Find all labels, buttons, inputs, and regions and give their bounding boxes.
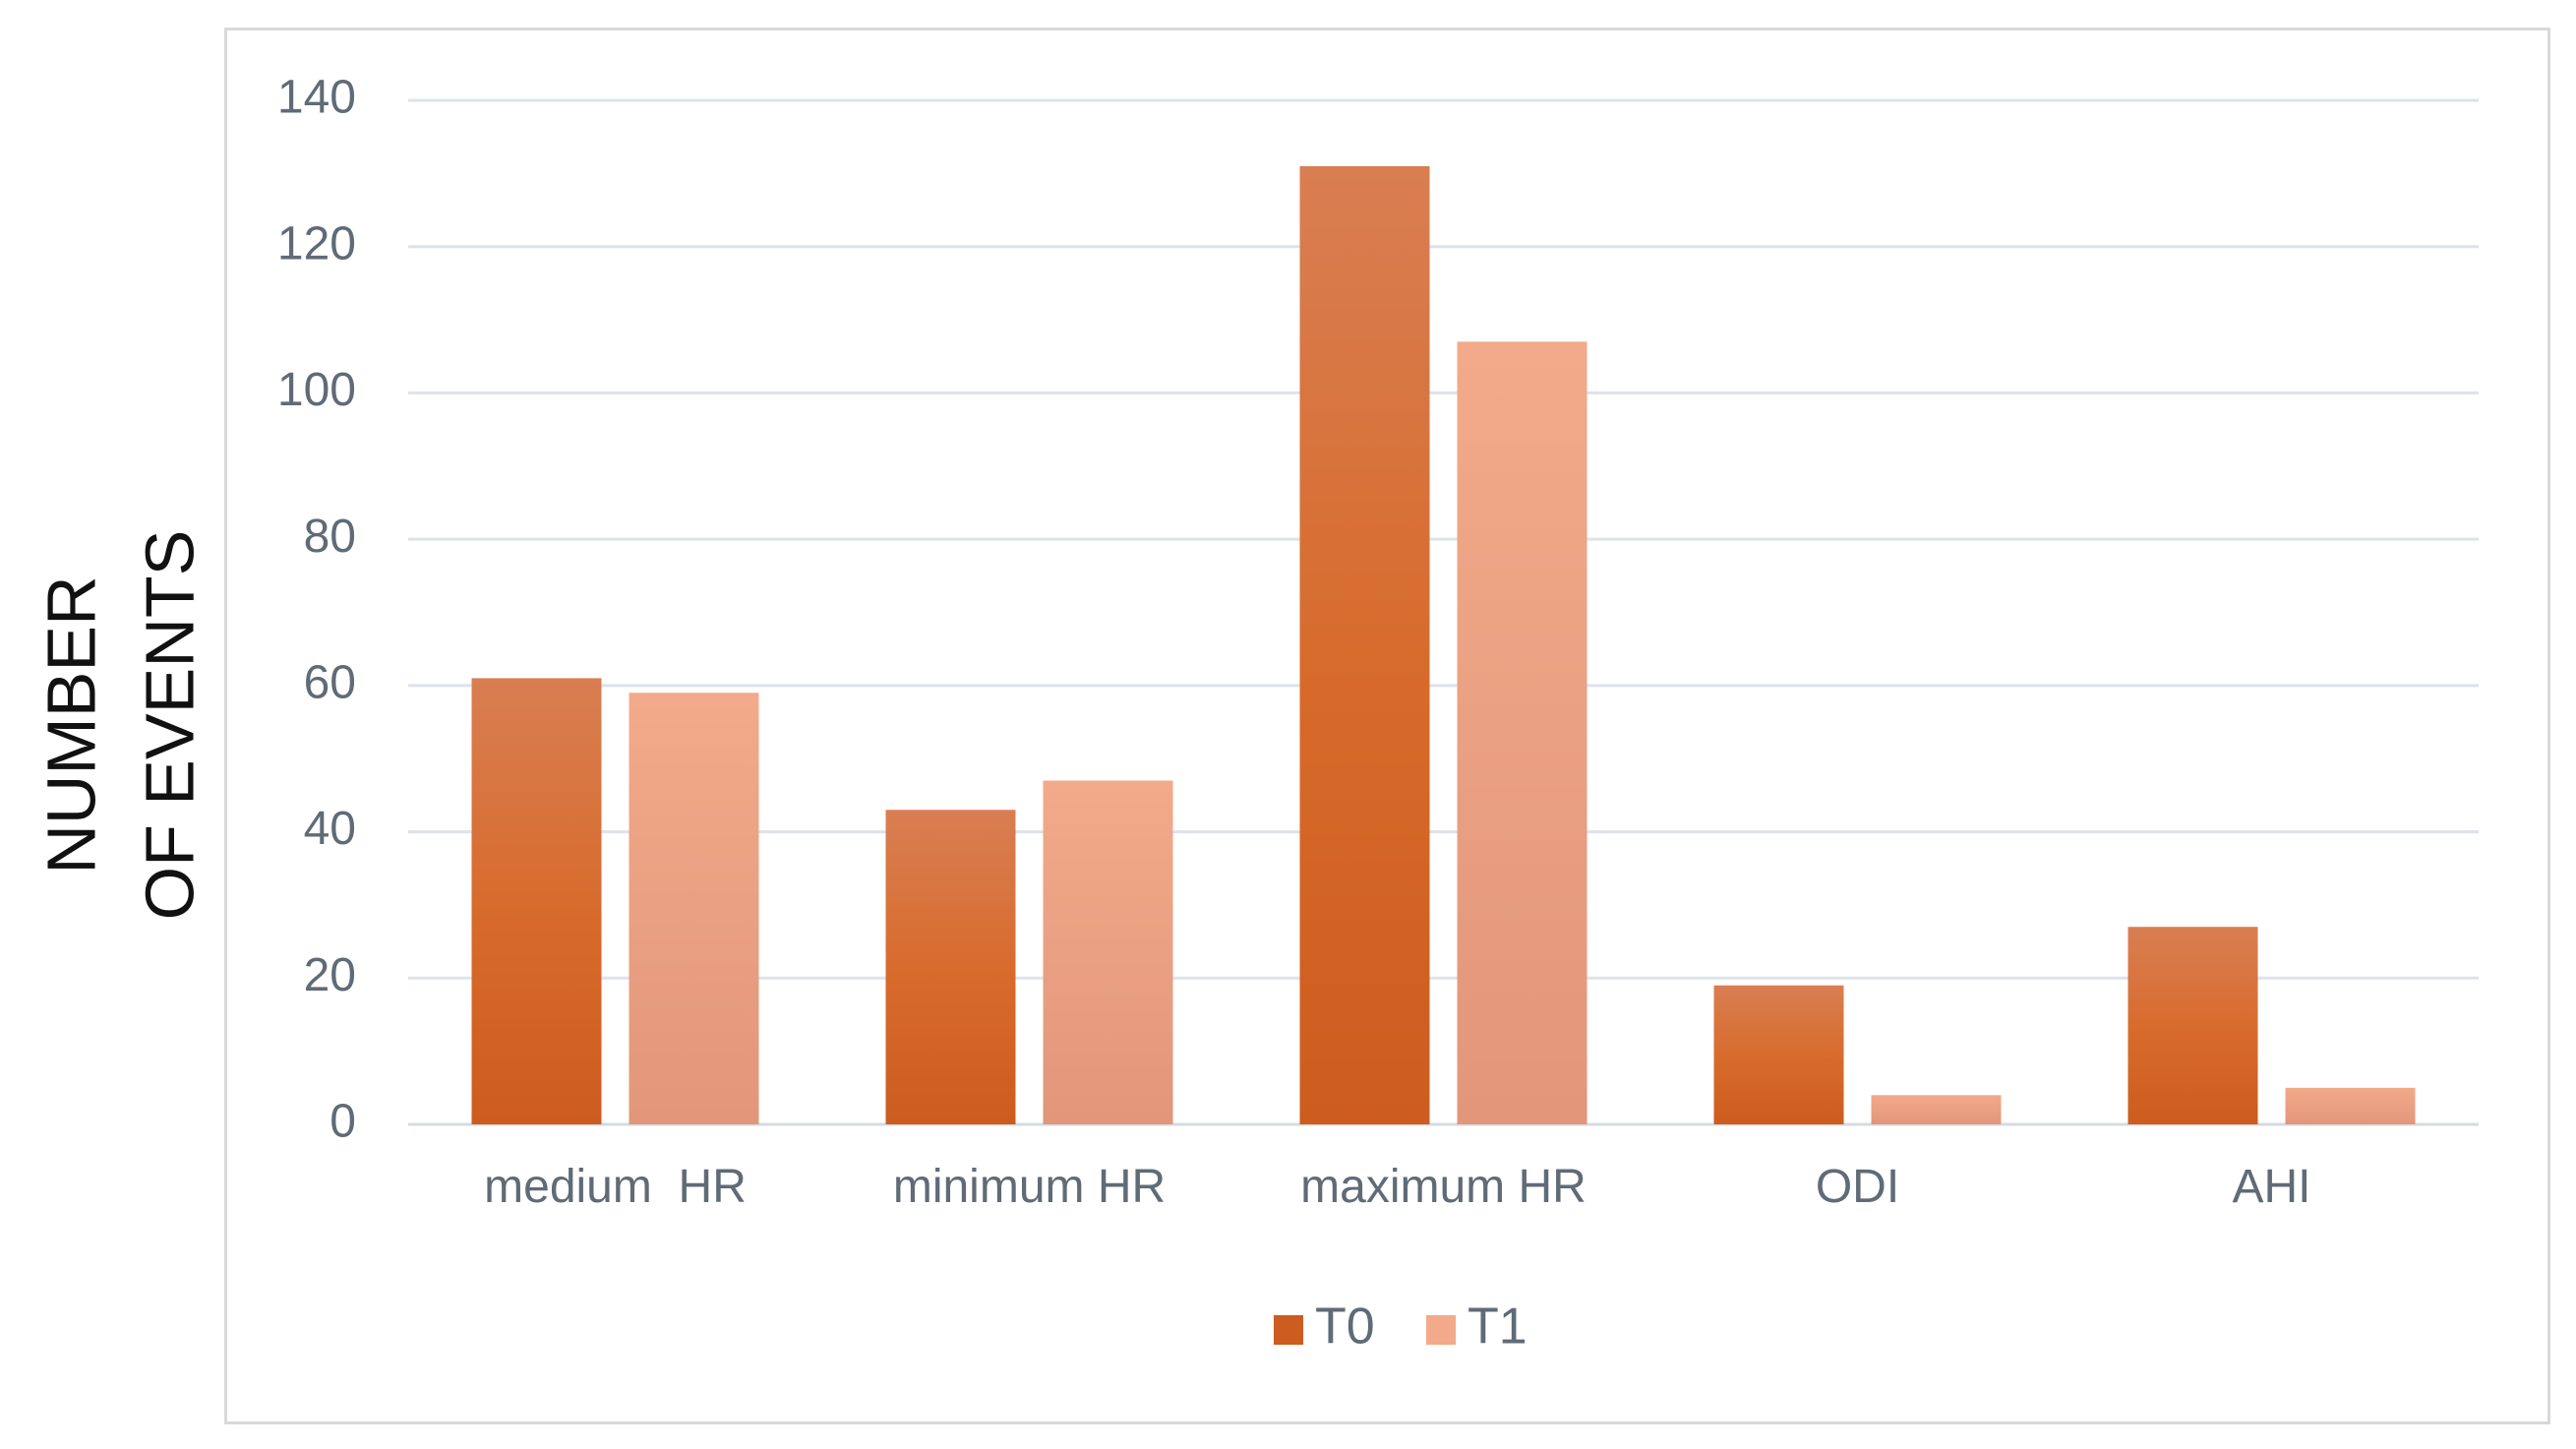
bar-t0 (1713, 985, 1844, 1124)
bar-t1 (629, 693, 759, 1124)
y-tick-label: 60 (304, 657, 356, 709)
y-tick-label: 140 (277, 72, 356, 124)
y-axis-label: NUMBER OF EVENTS (32, 530, 208, 921)
bar-t0 (471, 678, 602, 1124)
bar-t0 (885, 810, 1016, 1124)
y-axis-label-line: NUMBER (32, 575, 109, 874)
legend-label: T1 (1468, 1298, 1528, 1356)
x-tick-labels: medium HR minimum HR maximum HR ODI AHI (484, 1161, 2310, 1213)
x-tick-label: ODI (1816, 1161, 1899, 1213)
bars (471, 165, 2416, 1125)
legend-label: T0 (1315, 1298, 1375, 1356)
y-tick-label: 0 (329, 1096, 356, 1148)
bar-t0 (2127, 927, 2258, 1124)
x-tick-label: medium HR (484, 1161, 747, 1213)
legend-swatch (1274, 1315, 1303, 1345)
bar-t1 (2285, 1087, 2416, 1124)
bar-t1 (1043, 780, 1173, 1124)
y-axis-label-line: OF EVENTS (131, 530, 208, 921)
y-tick-label: 100 (277, 364, 356, 416)
legend-swatch (1426, 1315, 1456, 1345)
y-tick-label: 40 (304, 803, 356, 855)
x-tick-label: minimum HR (893, 1161, 1166, 1213)
x-tick-label: AHI (2232, 1161, 2310, 1213)
y-tick-label: 80 (304, 511, 356, 563)
bar-t0 (1299, 165, 1430, 1124)
bar-t1 (1457, 341, 1588, 1125)
y-tick-label: 120 (277, 217, 356, 270)
x-tick-label: maximum HR (1300, 1161, 1587, 1213)
bar-t1 (1871, 1095, 2002, 1124)
y-tick-labels: 0 20 40 60 80 100 120 140 (277, 72, 356, 1148)
y-tick-label: 20 (304, 949, 356, 1001)
legend: T0 T1 (1274, 1298, 1528, 1356)
